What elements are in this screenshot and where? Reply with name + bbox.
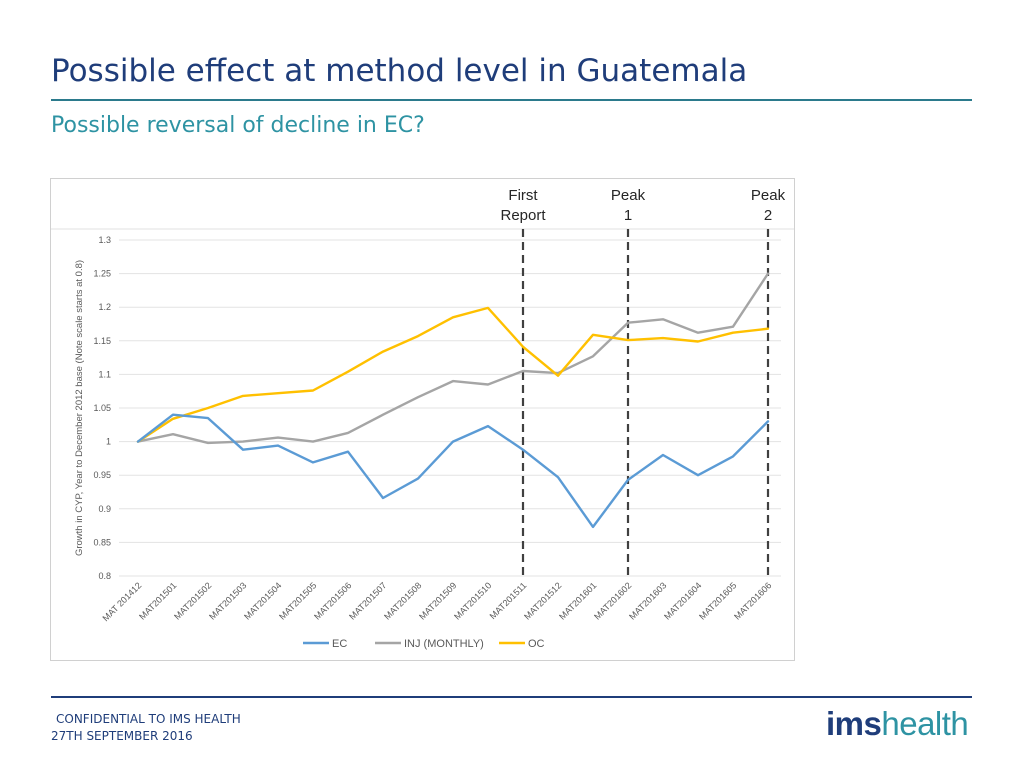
confidential-notice: CONFIDENTIAL TO IMS HEALTH <box>56 712 241 726</box>
series-line-oc <box>136 306 770 443</box>
legend-label: INJ (MONTHLY) <box>404 638 484 650</box>
logo-ims-text: ims <box>826 705 882 742</box>
footer-date: 27TH SEPTEMBER 2016 <box>51 729 193 743</box>
series-line-ec <box>136 413 770 529</box>
annotation-label: 2 <box>764 207 772 224</box>
title-divider <box>51 99 972 101</box>
x-tick-label: MAT201606 <box>732 580 773 621</box>
legend-label: OC <box>528 638 545 650</box>
page-title: Possible effect at method level in Guate… <box>51 53 748 89</box>
y-tick-label: 0.85 <box>93 537 111 547</box>
y-tick-label: 1 <box>106 437 111 447</box>
x-tick-label: MAT 201412 <box>100 580 143 623</box>
annotation-label: First <box>508 187 538 204</box>
page-subtitle: Possible reversal of decline in EC? <box>51 113 425 138</box>
line-chart: 0.8 0.85 0.9 0.95 1 1.05 1.1 1.15 1.2 1.25 1.3 Grow… <box>51 187 794 650</box>
y-axis-label: Growth in CYP, Year to December 2012 bas… <box>74 260 85 556</box>
footer-divider <box>51 696 972 698</box>
ims-health-logo: imshealth <box>826 705 969 743</box>
y-tick-label: 1.25 <box>93 269 111 279</box>
annotation-label: Peak <box>611 187 646 204</box>
y-tick-label: 0.8 <box>98 571 111 581</box>
y-tick-label: 0.95 <box>93 470 111 480</box>
annotation-label: Report <box>500 207 546 224</box>
y-tick-label: 1.15 <box>93 336 111 346</box>
logo-health-text: health <box>881 705 969 742</box>
y-tick-label: 0.9 <box>98 504 111 514</box>
annotation-label: Peak <box>751 187 786 204</box>
chart-frame: 0.8 0.85 0.9 0.95 1 1.05 1.1 1.15 1.2 1.25 1.3 Grow… <box>50 178 795 661</box>
series-line-inj-monthly <box>136 272 770 445</box>
y-tick-label: 1.05 <box>93 403 111 413</box>
annotation-label: 1 <box>624 207 632 224</box>
x-tick-label: MAT201510 <box>452 580 493 621</box>
y-tick-label: 1.1 <box>98 369 111 379</box>
legend-label: EC <box>332 638 347 650</box>
y-tick-label: 1.3 <box>98 235 111 245</box>
y-tick-label: 1.2 <box>98 302 111 312</box>
